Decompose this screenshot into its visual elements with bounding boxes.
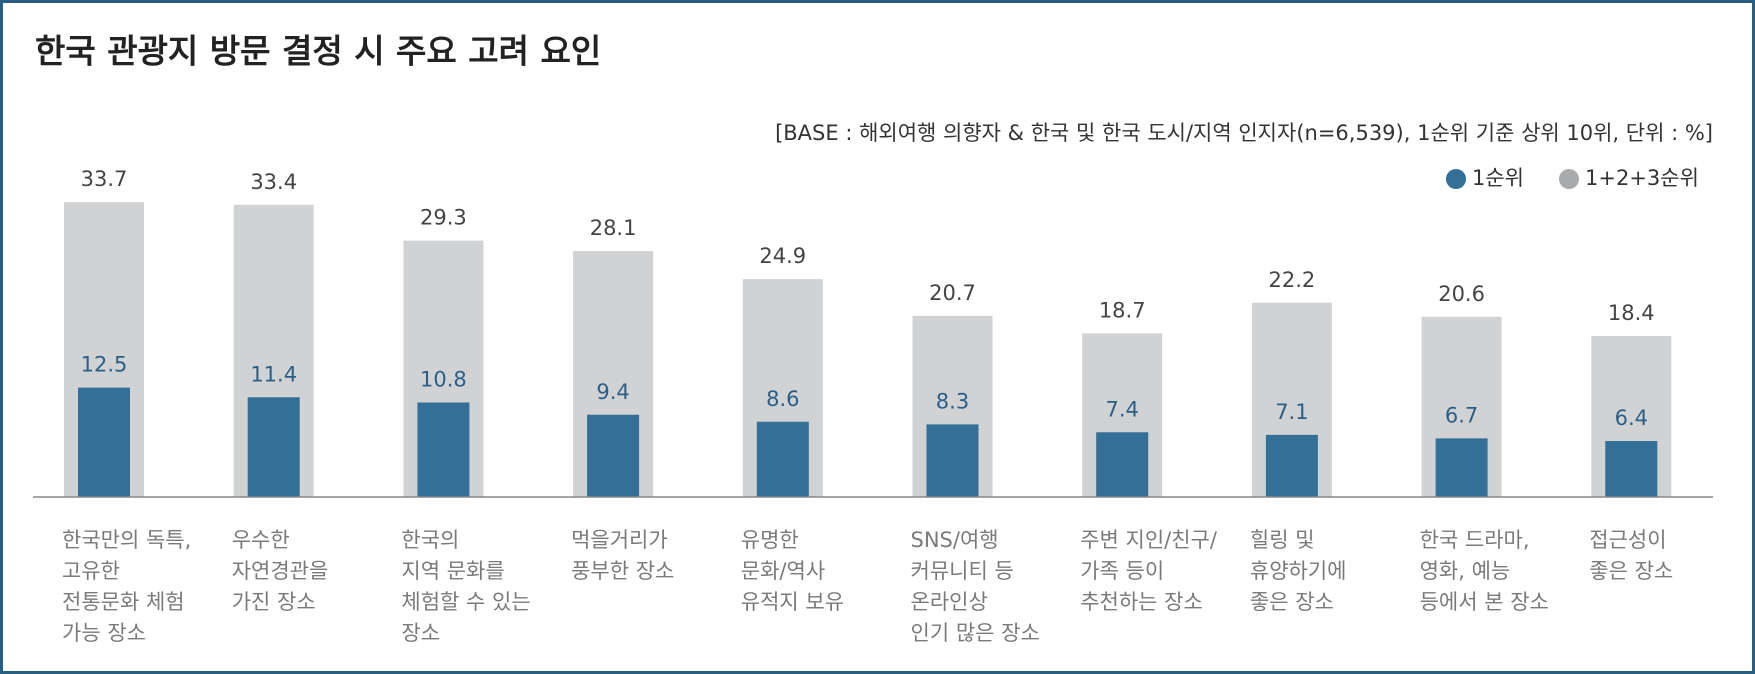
value-label: 20.6 <box>1438 282 1485 306</box>
value-label: 7.1 <box>1275 400 1308 424</box>
value-label: 22.2 <box>1269 268 1316 292</box>
chart: 한국 관광지 방문 결정 시 주요 고려 요인 [BASE : 해외여행 의향자… <box>33 32 1713 498</box>
value-label: 8.3 <box>936 389 969 413</box>
bar-first <box>78 387 130 497</box>
x-tick-label: 힐링 및 휴양하기에 좋은 장소 <box>1249 528 1347 614</box>
value-label: 18.7 <box>1099 298 1146 322</box>
value-label: 18.4 <box>1608 301 1655 325</box>
value-label: 8.6 <box>766 387 799 411</box>
legend-label: 1순위 <box>1472 166 1524 190</box>
bar-first <box>926 424 979 497</box>
bar-first <box>756 421 809 497</box>
x-tick-label: 한국의 지역 문화를 체험할 수 있는 장소 <box>401 528 531 645</box>
bar-first <box>417 402 470 497</box>
value-label: 29.3 <box>420 206 467 230</box>
bar-first <box>1435 438 1488 497</box>
bar-first <box>1096 432 1149 497</box>
value-label: 12.5 <box>81 353 128 377</box>
x-tick-label: 접근성이 좋은 장소 <box>1589 528 1674 583</box>
legend-swatch <box>1446 169 1466 189</box>
value-label: 7.4 <box>1105 397 1138 421</box>
value-label: 24.9 <box>759 244 806 268</box>
x-tick-label: 주변 지인/친구/ 가족 등이 추천하는 장소 <box>1080 528 1217 614</box>
value-label: 33.4 <box>250 170 297 194</box>
value-label: 28.1 <box>590 216 637 240</box>
bar-first <box>587 414 640 497</box>
value-label: 6.7 <box>1445 403 1478 427</box>
x-tick-label: 한국만의 독특, 고유한 전통문화 체험 가능 장소 <box>62 528 192 645</box>
value-label: 6.4 <box>1615 406 1648 430</box>
value-label: 9.4 <box>596 380 629 404</box>
chart-subtitle: [BASE : 해외여행 의향자 & 한국 및 한국 도시/지역 인지자(n=6… <box>775 121 1713 145</box>
legend-label: 1+2+3순위 <box>1585 166 1699 190</box>
bar-first <box>1265 434 1318 497</box>
value-label: 10.8 <box>420 368 467 392</box>
legend-swatch <box>1559 169 1579 189</box>
x-tick-label: 유명한 문화/역사 유적지 보유 <box>740 528 845 614</box>
bar-first <box>247 397 300 497</box>
x-tick-label: 우수한 자연경관을 가진 장소 <box>231 528 329 614</box>
value-label: 11.4 <box>250 362 297 386</box>
x-tick-label: 한국 드라마, 영화, 예능 등에서 본 장소 <box>1419 528 1549 614</box>
x-tick-label: 먹을거리가 풍부한 장소 <box>571 528 675 583</box>
chart-title: 한국 관광지 방문 결정 시 주요 고려 요인 <box>35 32 601 71</box>
x-tick-label: SNS/여행 커뮤니티 등 온라인상 인기 많은 장소 <box>910 528 1040 645</box>
bar-first <box>1605 441 1658 497</box>
value-label: 20.7 <box>929 281 976 305</box>
value-label: 33.7 <box>81 167 128 191</box>
